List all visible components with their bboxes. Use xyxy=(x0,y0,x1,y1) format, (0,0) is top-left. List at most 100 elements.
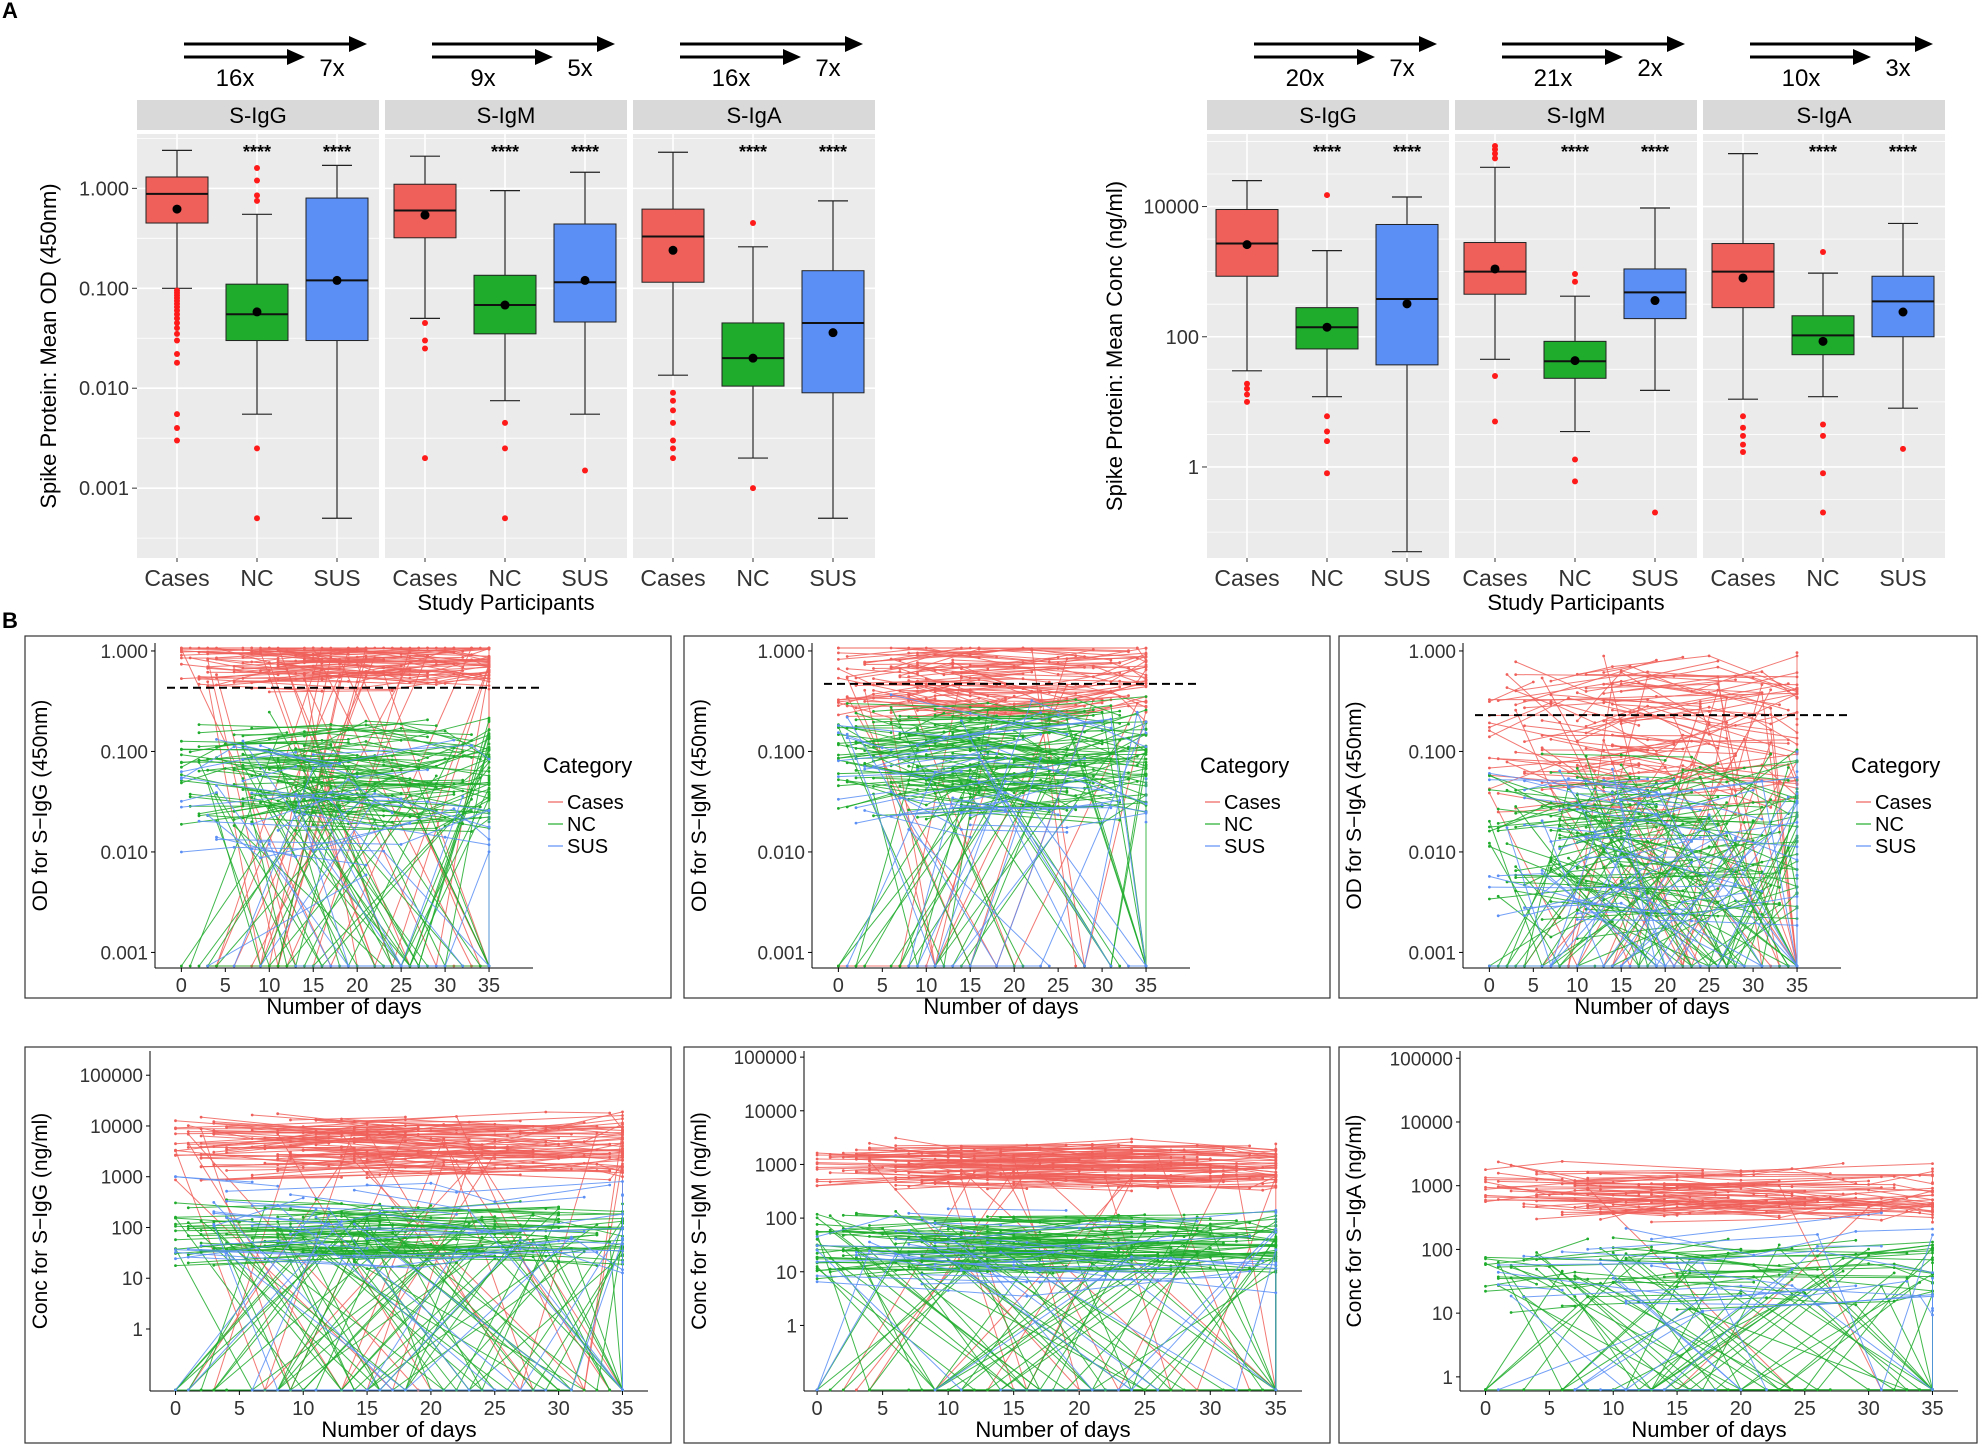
series-point-Cases xyxy=(1488,729,1491,732)
series-point-SUS xyxy=(329,764,333,768)
series-point-SUS xyxy=(493,1200,497,1204)
series-point-Cases xyxy=(837,701,840,704)
series-point-NC xyxy=(267,767,271,770)
series-point-NC xyxy=(1637,812,1641,816)
series-point-NC xyxy=(197,760,201,764)
series-point-SUS xyxy=(1144,964,1148,968)
series-point-NC xyxy=(1514,825,1518,829)
series-point-NC xyxy=(1488,774,1491,778)
series-point-NC xyxy=(1778,830,1781,834)
series-point-Cases xyxy=(815,1153,819,1157)
series-point-NC xyxy=(889,792,893,796)
series-point-NC xyxy=(338,759,341,762)
series-point-NC xyxy=(174,1216,177,1220)
series-point-Cases xyxy=(250,1128,254,1132)
y-tick-label: 0.100 xyxy=(100,742,148,763)
series-point-NC xyxy=(408,793,412,797)
series-line-SUS xyxy=(216,738,331,767)
series-point-Cases xyxy=(241,648,245,652)
series-point-SUS xyxy=(1144,720,1148,724)
series-point-SUS xyxy=(352,1188,356,1192)
series-line-NC xyxy=(1515,837,1798,879)
series-point-Cases xyxy=(889,711,893,714)
series-point-Cases xyxy=(443,682,447,685)
series-point-Cases xyxy=(1567,696,1570,700)
series-point-NC xyxy=(872,710,875,713)
series-line-Cases xyxy=(1568,753,1798,967)
y-axis-title: OD for S−IgM (450nm) xyxy=(688,699,711,912)
series-point-Cases xyxy=(1611,733,1614,737)
series-point-SUS xyxy=(1611,798,1614,802)
series-point-Cases xyxy=(595,1131,599,1135)
series-point-Cases xyxy=(493,1156,497,1160)
series-line-Cases xyxy=(216,674,297,967)
series-point-SUS xyxy=(311,753,315,756)
series-point-SUS xyxy=(837,731,840,735)
panel-label-b: B xyxy=(2,608,18,633)
series-point-Cases xyxy=(206,658,210,662)
mean-point xyxy=(748,353,758,363)
series-point-SUS xyxy=(1488,772,1491,775)
series-point-Cases xyxy=(365,1176,369,1179)
series-point-SUS xyxy=(461,795,465,798)
series-point-NC xyxy=(373,827,377,831)
series-point-NC xyxy=(1109,704,1113,707)
outlier-point xyxy=(1492,143,1498,150)
series-point-Cases xyxy=(855,1169,858,1173)
series-point-Cases xyxy=(1488,735,1491,739)
series-point-NC xyxy=(1030,747,1034,751)
series-point-SUS xyxy=(1039,964,1042,968)
series-point-Cases xyxy=(1143,1166,1147,1170)
series-point-Cases xyxy=(314,1118,318,1121)
series-point-NC xyxy=(1619,753,1623,757)
series-point-Cases xyxy=(1540,676,1544,680)
series-point-NC xyxy=(837,772,840,775)
series-point-Cases xyxy=(1156,1154,1160,1158)
series-line-NC xyxy=(1506,843,1578,868)
series-point-SUS xyxy=(320,825,324,829)
series-point-Cases xyxy=(1144,647,1148,650)
series-line-NC xyxy=(1524,848,1605,967)
x-tick-label: 5 xyxy=(877,975,888,997)
series-point-NC xyxy=(1488,819,1491,823)
series-point-NC xyxy=(1091,768,1095,771)
series-point-SUS xyxy=(1751,788,1755,792)
outlier-point xyxy=(1740,432,1746,439)
series-point-SUS xyxy=(487,838,491,841)
series-point-Cases xyxy=(1602,748,1606,752)
series-point-SUS xyxy=(199,1244,203,1247)
x-tick-label: NC xyxy=(240,565,273,591)
series-point-NC xyxy=(1707,845,1711,849)
series-point-Cases xyxy=(429,1172,433,1175)
series-line-Cases xyxy=(847,647,1120,675)
series-point-Cases xyxy=(845,675,849,679)
series-point-NC xyxy=(434,774,438,778)
series-point-Cases xyxy=(487,671,491,674)
series-point-NC xyxy=(889,706,893,709)
series-point-Cases xyxy=(1734,674,1737,678)
legend-label-Cases: Cases xyxy=(567,792,624,814)
series-point-Cases xyxy=(478,646,482,650)
series-point-NC xyxy=(373,782,377,785)
series-point-Cases xyxy=(960,646,963,650)
series-point-SUS xyxy=(872,765,875,769)
series-point-NC xyxy=(595,1388,599,1392)
series-point-SUS xyxy=(416,1266,420,1270)
series-point-NC xyxy=(1047,723,1051,726)
x-tick-label: SUS xyxy=(1383,565,1430,591)
series-point-SUS xyxy=(267,839,271,842)
series-point-Cases xyxy=(259,646,262,650)
series-point-NC xyxy=(303,744,306,748)
x-tick-label: SUS xyxy=(313,565,360,591)
series-point-Cases xyxy=(241,666,245,670)
series-point-Cases xyxy=(608,1142,612,1146)
legend-label-SUS: SUS xyxy=(1224,836,1265,858)
series-point-Cases xyxy=(1655,695,1658,698)
fold-arrowhead-long xyxy=(1419,36,1437,52)
series-point-NC xyxy=(399,767,403,771)
series-line-SUS xyxy=(1621,784,1763,820)
series-point-NC xyxy=(294,829,298,832)
series-point-NC xyxy=(608,1388,612,1392)
series-point-Cases xyxy=(276,663,280,667)
y-tick-label: 10000 xyxy=(90,1117,143,1138)
